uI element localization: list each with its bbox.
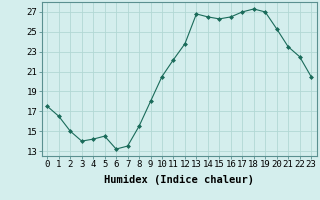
X-axis label: Humidex (Indice chaleur): Humidex (Indice chaleur) bbox=[104, 175, 254, 185]
